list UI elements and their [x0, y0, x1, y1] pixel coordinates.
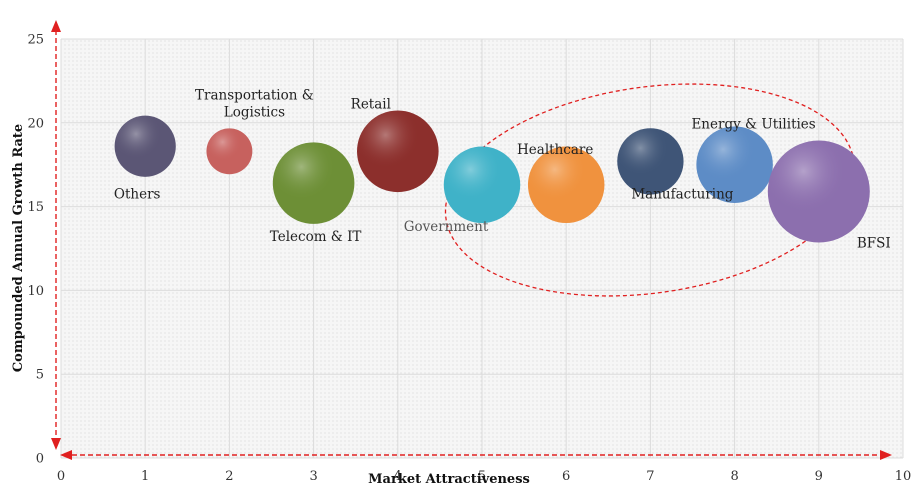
x-tick-9: 9: [815, 469, 823, 484]
x-tick-8: 8: [730, 469, 738, 484]
label-bfsi: BFSI: [857, 236, 891, 252]
bubble-shine-government: [443, 146, 521, 224]
label-others: Others: [114, 186, 161, 202]
x-tick-6: 6: [562, 469, 570, 484]
bubble-shine-healthcare: [527, 146, 605, 224]
label-telecom-it: Telecom & IT: [270, 229, 362, 245]
bubbles: [114, 110, 870, 243]
bubble-shine-bfsi: [767, 140, 870, 243]
y-tick-15: 15: [27, 200, 44, 215]
bubble-shine-energy-utilities: [696, 126, 773, 203]
y-axis-title: Compounded Annual Growth Rate: [11, 124, 26, 372]
bubble-shine-others: [114, 115, 176, 177]
bubble-shine-manufacturing: [617, 128, 684, 195]
x-axis-arrow-left: [60, 450, 72, 460]
y-tick-0: 0: [36, 452, 44, 467]
y-tick-10: 10: [27, 284, 44, 299]
x-axis-arrow-right: [880, 450, 892, 460]
bubble-shine-transportation-logistics: [206, 128, 253, 175]
x-tick-2: 2: [225, 469, 233, 484]
axes: [51, 20, 892, 460]
label-government: Government: [404, 219, 489, 235]
y-axis-arrow-bottom: [51, 438, 61, 450]
x-axis-title: Market Attractiveness: [368, 472, 530, 487]
y-tick-25: 25: [27, 33, 44, 48]
bubble-labels: Others Transportation & Logistics Telecom &…: [114, 87, 891, 251]
y-axis-arrow-top: [51, 20, 61, 32]
x-tick-5: 5: [478, 469, 486, 484]
y-tick-5: 5: [36, 368, 44, 383]
x-tick-4: 4: [394, 469, 402, 484]
label-line-transportation-logistics-0: Transportation &: [195, 87, 314, 103]
label-retail: Retail: [351, 96, 391, 112]
x-tick-0: 0: [57, 469, 65, 484]
grid: [60, 38, 904, 459]
x-tick-7: 7: [646, 469, 654, 484]
bubble-shine-telecom-it: [272, 142, 355, 224]
label-energy-utilities: Energy & Utilities: [691, 117, 815, 133]
label-healthcare: Healthcare: [517, 142, 593, 158]
tick-labels: 0 1 2 3 4 5 6 7 8 9 10 0 5 10 15 20 25: [27, 33, 911, 485]
label-manufacturing: Manufacturing: [631, 186, 733, 202]
x-tick-10: 10: [895, 469, 912, 484]
label-transportation-logistics: Transportation & Logistics: [195, 87, 314, 120]
x-tick-3: 3: [309, 469, 317, 484]
bubble-shine-retail: [357, 110, 439, 193]
y-tick-20: 20: [27, 116, 44, 131]
label-line-transportation-logistics-1: Logistics: [224, 104, 285, 120]
x-tick-1: 1: [141, 469, 149, 484]
